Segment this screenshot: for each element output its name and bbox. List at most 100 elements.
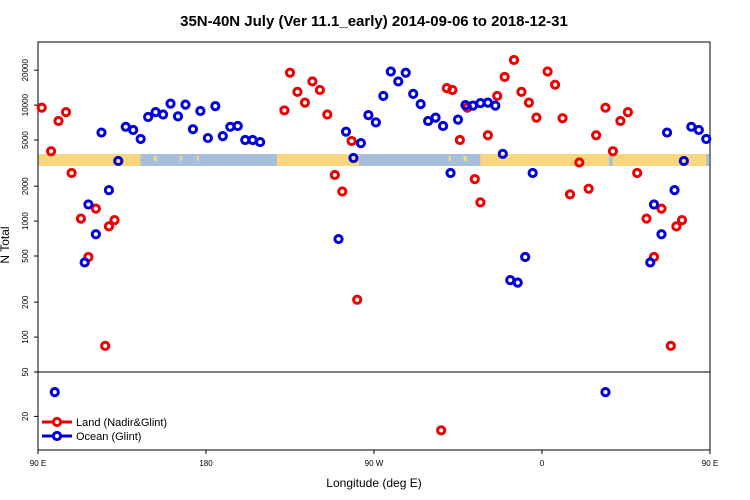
ocean-point xyxy=(669,185,680,196)
ocean-point xyxy=(363,110,374,121)
land-point xyxy=(531,112,542,123)
ocean-point xyxy=(195,105,206,117)
legend-label: Ocean (Glint) xyxy=(76,431,141,443)
legend-label: Land (Nadir&Glint) xyxy=(76,417,167,429)
land-point xyxy=(641,213,652,224)
world-map-strip xyxy=(38,154,709,166)
land-point xyxy=(53,115,64,127)
chart-title: 35N-40N July (Ver 11.1_early) 2014-09-06… xyxy=(180,13,568,30)
ocean-point xyxy=(512,277,523,288)
y-tick-label: 50 xyxy=(21,367,30,376)
ocean-point xyxy=(415,99,426,110)
land-point xyxy=(632,167,643,179)
ocean-point xyxy=(113,155,124,167)
land-point xyxy=(314,84,325,96)
ocean-point xyxy=(157,109,169,120)
ocean-point xyxy=(49,387,60,398)
x-tick-label: 180 xyxy=(199,459,213,468)
x-tick-label: 90 W xyxy=(365,459,384,468)
land-point xyxy=(284,67,296,78)
land-point xyxy=(499,71,510,83)
land-point xyxy=(337,186,348,197)
land-point xyxy=(100,340,111,351)
ocean-point xyxy=(693,124,704,136)
land-point xyxy=(322,109,333,120)
ocean-point xyxy=(103,185,115,196)
upper-y-axis: 100 200 500 1000 2000 5000 10000 20000 xyxy=(21,59,38,344)
ocean-point xyxy=(408,88,419,99)
x-tick-label: 90 E xyxy=(30,459,46,468)
island xyxy=(196,156,199,161)
land-point xyxy=(36,102,47,113)
legend-marker xyxy=(51,430,63,442)
land-strip xyxy=(38,154,141,166)
y-tick-label: 500 xyxy=(21,249,30,263)
ocean-point xyxy=(355,138,367,149)
land-point xyxy=(591,130,602,141)
land-point xyxy=(615,115,626,127)
data-points xyxy=(36,54,712,436)
ocean-point xyxy=(202,132,213,144)
ocean-point xyxy=(172,111,184,122)
ocean-point xyxy=(701,133,712,145)
land-point xyxy=(109,214,120,226)
ocean-point xyxy=(135,133,146,145)
land-point xyxy=(542,66,553,77)
x-axis: 90 E 180 90 W 0 90 E xyxy=(30,450,718,468)
ocean-point xyxy=(180,99,191,110)
ocean-point xyxy=(400,67,411,78)
x-tick-label: 0 xyxy=(540,459,545,468)
land-point xyxy=(66,167,77,179)
land-point xyxy=(75,213,87,224)
ocean-point xyxy=(79,257,90,268)
ocean-point xyxy=(430,112,441,123)
land-point xyxy=(622,107,633,118)
land-point xyxy=(329,169,340,181)
land-point xyxy=(454,134,465,146)
land-point xyxy=(299,97,311,108)
ocean-point xyxy=(600,387,611,398)
upper-plot-frame xyxy=(37,41,711,373)
land-point xyxy=(436,425,447,436)
ocean-point xyxy=(497,148,508,159)
ocean-point xyxy=(490,100,501,111)
land-point xyxy=(307,76,318,87)
land-point xyxy=(447,84,458,96)
land-point xyxy=(103,221,115,232)
land-point xyxy=(523,97,535,108)
land-point xyxy=(665,340,676,351)
land-point xyxy=(45,146,57,157)
x-tick-label: 90 E xyxy=(702,459,718,468)
ocean-point xyxy=(661,127,673,138)
land-strip xyxy=(612,154,707,166)
y-tick-label: 1000 xyxy=(21,212,30,230)
land-point xyxy=(516,86,527,97)
ocean-point xyxy=(210,101,221,112)
legend: Land (Nadir&Glint) Ocean (Glint) xyxy=(42,416,167,443)
ocean-point xyxy=(165,98,176,109)
land-strip xyxy=(276,154,360,166)
ocean-point xyxy=(656,229,667,240)
ocean-point xyxy=(678,155,689,167)
ocean-point xyxy=(527,167,538,179)
legend-marker xyxy=(51,416,63,428)
ocean-point xyxy=(83,199,94,210)
ocean-point xyxy=(333,233,344,245)
island xyxy=(463,156,467,161)
ocean-point xyxy=(423,115,434,127)
ocean-point xyxy=(645,257,656,268)
island xyxy=(179,156,182,161)
ocean-point xyxy=(217,131,228,142)
land-point xyxy=(600,102,611,113)
ocean-point xyxy=(143,111,154,123)
y-tick-label: 20 xyxy=(21,411,30,420)
land-point xyxy=(60,107,72,118)
land-point xyxy=(574,157,585,168)
land-point xyxy=(346,135,357,147)
land-point xyxy=(492,90,503,102)
land-point xyxy=(607,146,619,157)
y-tick-label: 200 xyxy=(21,295,30,309)
land-point xyxy=(557,113,568,124)
land-point xyxy=(352,294,363,305)
